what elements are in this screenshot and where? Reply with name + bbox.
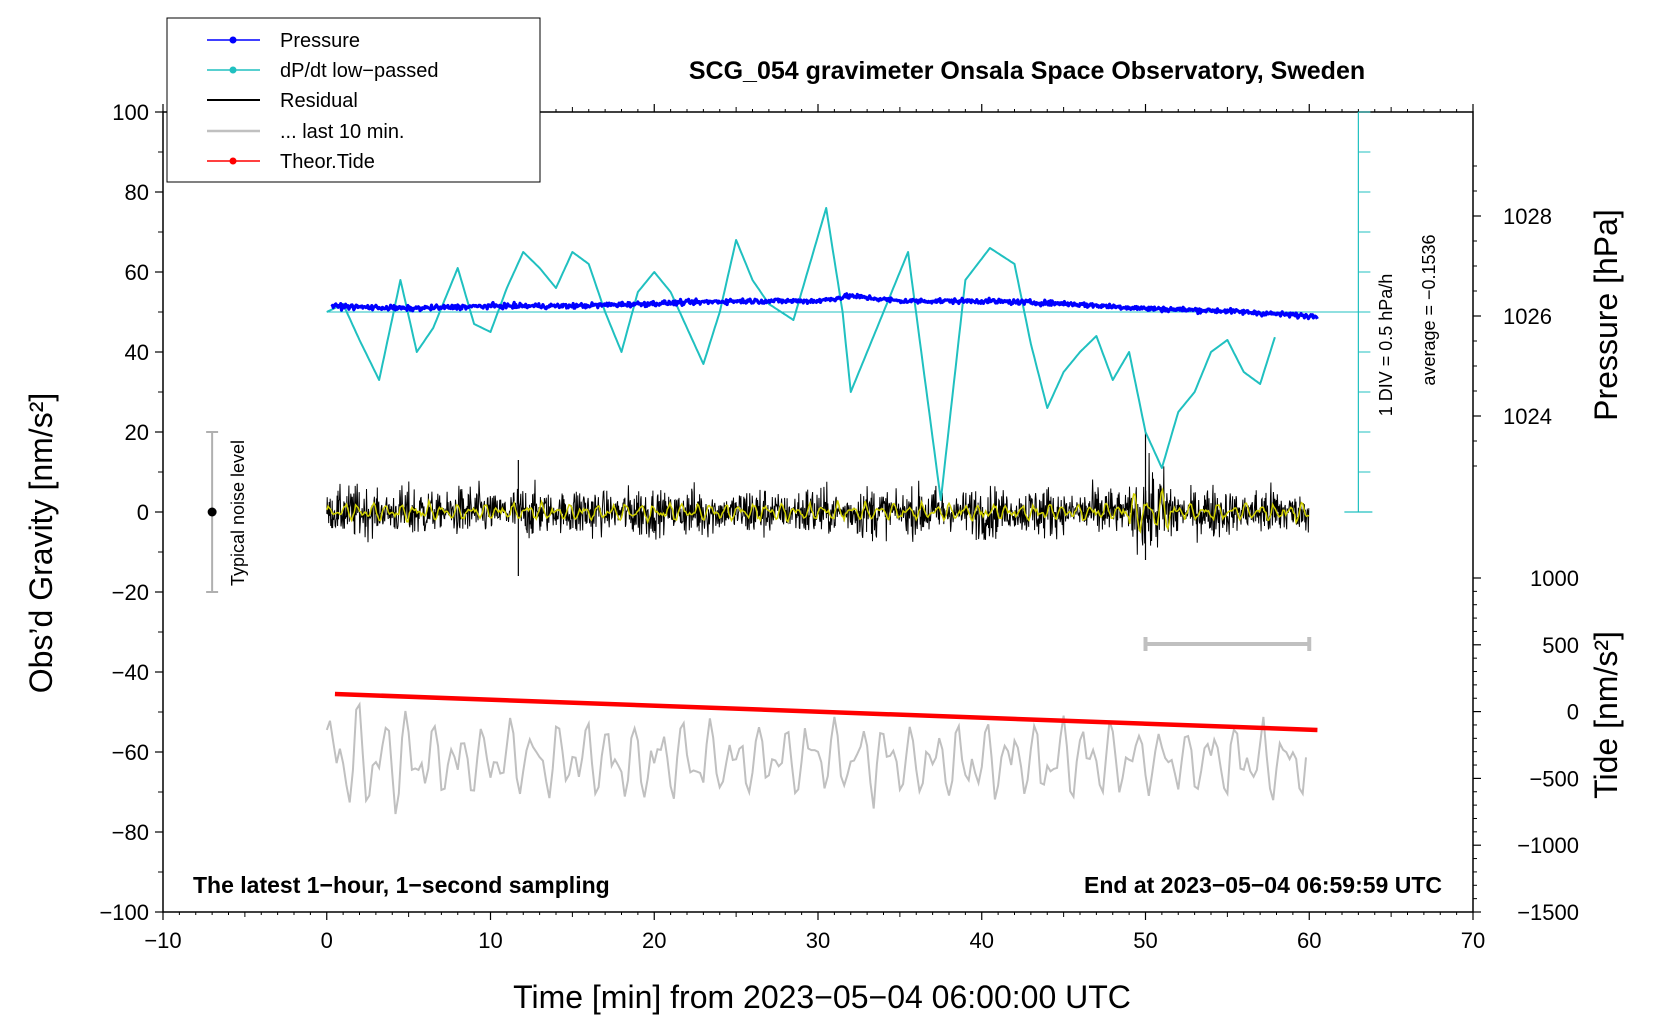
x-axis-label: Time [min] from 2023−05−04 06:00:00 UTC — [513, 979, 1131, 1015]
tide-tick-label: 1000 — [1530, 566, 1579, 591]
x-tick-label: 10 — [478, 928, 502, 953]
series-dpdt — [326, 207, 1276, 501]
series-layer — [206, 111, 1373, 815]
legend-item-pressure: Pressure — [207, 30, 360, 52]
x-tick-label: 50 — [1133, 928, 1157, 953]
series-last10min — [325, 701, 1307, 815]
sampling-note: The latest 1−hour, 1−second sampling — [193, 872, 610, 898]
legend: Pressure dP/dt low−passed Residual ... l… — [166, 17, 541, 183]
legend-item-dpdt: dP/dt low−passed — [207, 60, 438, 82]
y-axis-label-left: Obs’d Gravity [nm/s²] — [23, 393, 59, 694]
series-pressure — [330, 292, 1319, 321]
series-theor-tide — [334, 691, 1318, 733]
pressure-tick-label: 1024 — [1503, 404, 1552, 429]
y-tick-label: 0 — [137, 500, 149, 525]
legend-label-last10: ... last 10 min. — [280, 121, 405, 143]
y-axis-label-tide: Tide [nm/s²] — [1588, 631, 1624, 799]
y-tick-label: −100 — [99, 900, 149, 925]
legend-label-pressure: Pressure — [280, 30, 360, 52]
x-tick-label: 20 — [642, 928, 666, 953]
pressure-average-label: average = −0.1536 — [1419, 234, 1439, 385]
legend-marker-icon — [229, 36, 237, 44]
y-tick-label: −20 — [112, 580, 149, 605]
y-tick-label: −40 — [112, 660, 149, 685]
y-tick-label: −60 — [112, 740, 149, 765]
legend-label-residual: Residual — [280, 90, 358, 112]
legend-marker-icon — [229, 66, 237, 74]
x-tick-label: 30 — [806, 928, 830, 953]
tide-tick-label: 0 — [1567, 700, 1579, 725]
legend-label-dpdt: dP/dt low−passed — [280, 60, 438, 82]
noise-level-label: Typical noise level — [228, 440, 248, 586]
pressure-division-label: 1 DIV = 0.5 hPa/h — [1376, 274, 1396, 417]
series-residual-lowpass — [326, 487, 1310, 534]
legend-item-residual: Residual — [207, 90, 358, 112]
x-tick-label: 70 — [1461, 928, 1485, 953]
x-tick-label: −10 — [144, 928, 181, 953]
pressure-tick-label: 1028 — [1503, 204, 1552, 229]
legend-label-tide: Theor.Tide — [280, 151, 375, 173]
axes-layer: −10 0 10 20 30 40 50 60 70100806040200−20−40−60−… — [99, 100, 1579, 953]
legend-item-last10: ... last 10 min. — [207, 121, 405, 143]
y-tick-label: 20 — [125, 420, 149, 445]
x-tick-label: 0 — [321, 928, 333, 953]
y-tick-label: 100 — [112, 100, 149, 125]
pressure-tick-label: 1026 — [1503, 304, 1552, 329]
legend-item-tide: Theor.Tide — [207, 151, 375, 173]
end-time-note: End at 2023−05−04 06:59:59 UTC — [1084, 872, 1442, 898]
legend-marker-icon — [229, 157, 237, 165]
tide-tick-label: −500 — [1529, 766, 1579, 791]
y-tick-label: 40 — [125, 340, 149, 365]
tide-tick-label: 500 — [1542, 633, 1579, 658]
tide-tick-label: −1500 — [1517, 900, 1579, 925]
noise-bar-center — [207, 507, 217, 517]
y-tick-label: 60 — [125, 260, 149, 285]
tide-tick-label: −1000 — [1517, 833, 1579, 858]
y-tick-label: −80 — [112, 820, 149, 845]
annotations-layer: SCG_054 gravimeter Onsala Space Observat… — [23, 57, 1624, 1015]
x-tick-label: 60 — [1297, 928, 1321, 953]
y-tick-label: 80 — [125, 180, 149, 205]
y-axis-label-pressure: Pressure [hPa] — [1588, 209, 1624, 421]
x-tick-label: 40 — [970, 928, 994, 953]
chart-title: SCG_054 gravimeter Onsala Space Observat… — [689, 57, 1365, 85]
